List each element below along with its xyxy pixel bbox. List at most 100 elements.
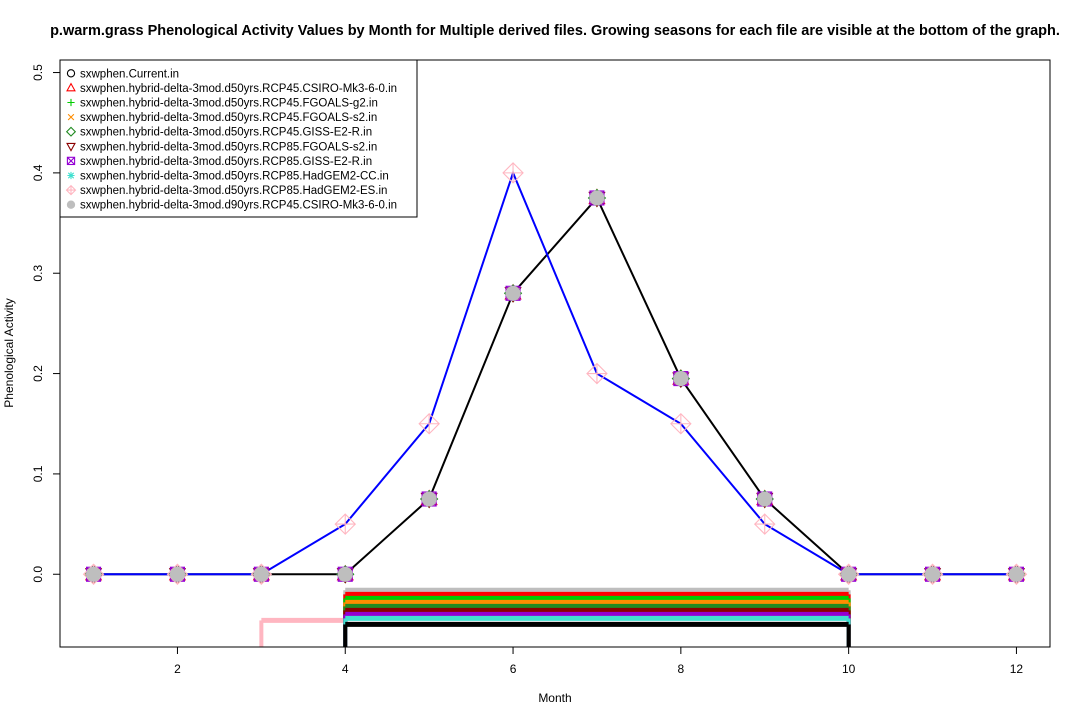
- series-2-markers: [84, 188, 1026, 581]
- y-tick-label-4: 0.4: [31, 164, 45, 181]
- series-10-point-7-shape: [589, 190, 605, 206]
- legend-marker-4-shape: [67, 113, 75, 121]
- series-6-markers: [84, 191, 1026, 584]
- series-10-point-8: [673, 371, 689, 387]
- legend-label-4: sxwphen.hybrid-delta-3mod.d50yrs.RCP45.F…: [80, 112, 377, 124]
- series-10-point-9: [757, 491, 773, 507]
- legend-marker-9-plus: [66, 185, 76, 195]
- legend-marker-7-box: [66, 156, 76, 166]
- series-5-markers: [84, 188, 1026, 584]
- legend-label-2: sxwphen.hybrid-delta-3mod.d50yrs.RCP45.C…: [80, 83, 397, 95]
- legend-marker-10: [66, 200, 76, 209]
- series-10-markers: [86, 190, 1024, 582]
- legend-marker-3-shape: [67, 98, 75, 107]
- growing-season-10: [343, 621, 851, 647]
- legend-label-9: sxwphen.hybrid-delta-3mod.d50yrs.RCP85.H…: [80, 185, 387, 197]
- y-tick-label-5: 0.5: [31, 64, 45, 81]
- legend-label-1: sxwphen.Current.in: [80, 68, 179, 80]
- y-tick-label-1: 0.1: [31, 465, 45, 482]
- series-9-point-7-plus: [586, 363, 607, 384]
- series-9-point-4: [334, 513, 357, 535]
- series-1-markers: [86, 190, 1024, 582]
- series-10-point-1: [86, 566, 102, 582]
- legend-marker-1: [66, 69, 76, 78]
- series-10-point-6-shape: [505, 285, 521, 301]
- series-line-1: [93, 196, 1017, 576]
- series-10-point-11-shape: [924, 566, 941, 582]
- x-tick-label-6: 6: [510, 662, 517, 676]
- series-9-point-4-plus: [335, 514, 356, 535]
- series-9-point-9-plus: [754, 514, 775, 535]
- legend: sxwphen.Current.in sxwphen.hybrid-delta-3…: [59, 59, 418, 218]
- series-10-point-5-shape: [421, 491, 437, 507]
- chart-title: p.warm.grass Phenological Activity Value…: [50, 23, 1060, 39]
- series-10-point-12: [1008, 566, 1024, 582]
- legend-box: [59, 59, 418, 218]
- series-8-markers: [86, 190, 1024, 582]
- growing-season-1: [259, 617, 348, 647]
- legend-marker-3: [67, 98, 75, 107]
- series-9-point-5: [418, 412, 440, 435]
- growing-seasons: [259, 587, 851, 647]
- legend-marker-2: [66, 82, 76, 92]
- legend-marker-9: [65, 184, 77, 196]
- legend-label-3: sxwphen.hybrid-delta-3mod.d50yrs.RCP45.F…: [80, 98, 378, 110]
- legend-marker-1-shape: [66, 69, 76, 78]
- series-4-markers: [87, 191, 1023, 581]
- legend-marker-6: [66, 142, 76, 152]
- x-tick-label-4: 4: [342, 662, 349, 676]
- x-axis-label: Month: [538, 691, 571, 705]
- legend-marker-8: [67, 171, 75, 180]
- legend-marker-7: [66, 156, 76, 166]
- legend-marker-4: [67, 113, 75, 121]
- x-tick-label-10: 10: [842, 662, 856, 676]
- legend-marker-10-shape: [66, 200, 76, 209]
- series-9-markers: [82, 162, 1028, 586]
- series-9-point-5-plus: [419, 413, 440, 434]
- series-10-point-5: [421, 491, 437, 507]
- series-10-point-1-shape: [86, 566, 102, 582]
- series-9-point-7: [586, 362, 608, 385]
- legend-marker-7-cross: [67, 156, 75, 165]
- series-9-point-8-plus: [670, 413, 691, 434]
- series-10-point-11: [924, 566, 941, 582]
- legend-marker-5: [65, 126, 77, 137]
- series-10-point-10: [841, 566, 857, 582]
- y-tick-label-2: 0.2: [31, 365, 45, 382]
- legend-marker-5-shape: [65, 126, 77, 137]
- legend-label-7: sxwphen.hybrid-delta-3mod.d50yrs.RCP85.G…: [80, 156, 372, 168]
- series-line-9: [93, 170, 1017, 576]
- series-9-point-6: [502, 162, 524, 184]
- series-10-point-4-shape: [337, 566, 353, 582]
- series-10-point-3: [253, 566, 269, 582]
- legend-label-5: sxwphen.hybrid-delta-3mod.d50yrs.RCP45.G…: [80, 127, 372, 139]
- series-10-point-4: [337, 566, 353, 582]
- series-10-point-10-shape: [841, 566, 857, 582]
- series-10-point-12-shape: [1008, 566, 1024, 582]
- legend-label-6: sxwphen.hybrid-delta-3mod.d50yrs.RCP85.F…: [80, 141, 377, 153]
- x-tick-label-2: 2: [174, 662, 181, 676]
- series-9-point-6-plus: [503, 162, 524, 183]
- y-axis-label: Phenological Activity: [2, 298, 16, 407]
- plot-area: [82, 162, 1028, 647]
- series-10-point-3-shape: [253, 566, 269, 582]
- series-9-point-8: [670, 412, 692, 435]
- legend-marker-8-shape: [67, 171, 75, 180]
- series-10-point-2-shape: [169, 566, 186, 582]
- series-10-point-9-shape: [757, 491, 773, 507]
- legend-label-10: sxwphen.hybrid-delta-3mod.d90yrs.RCP45.C…: [80, 200, 397, 212]
- y-tick-label-3: 0.3: [31, 265, 45, 282]
- legend-label-8: sxwphen.hybrid-delta-3mod.d50yrs.RCP85.H…: [80, 171, 389, 183]
- x-tick-label-8: 8: [678, 662, 685, 676]
- series-7-markers: [86, 190, 1024, 582]
- series-10-point-8-shape: [673, 371, 689, 387]
- legend-marker-2-shape: [66, 82, 76, 92]
- series-10-point-6: [505, 285, 521, 301]
- series-3-markers: [86, 190, 1024, 582]
- series-10-point-2: [169, 566, 186, 582]
- legend-marker-6-shape: [66, 142, 76, 152]
- x-tick-label-12: 12: [1010, 662, 1024, 676]
- y-tick-label-0: 0.0: [31, 566, 45, 583]
- series-9-point-9: [753, 513, 776, 535]
